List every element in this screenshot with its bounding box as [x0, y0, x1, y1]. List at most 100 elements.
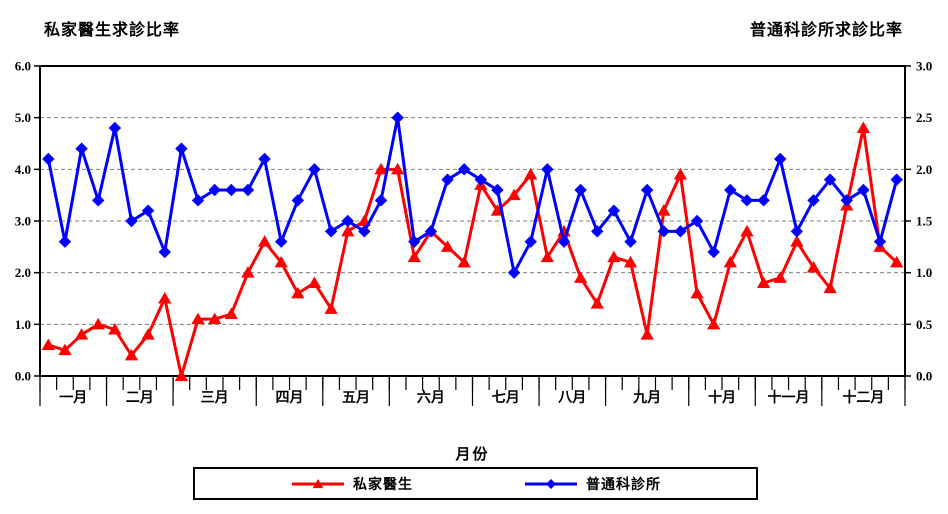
month-label: 十一月 [768, 389, 810, 406]
series-0-line [41, 121, 904, 382]
series-1-line [42, 111, 903, 279]
right-axis-tick-label: 3.0 [916, 59, 932, 74]
diamond-marker [457, 163, 471, 176]
triangle-marker [573, 271, 588, 283]
diamond-marker [740, 194, 754, 207]
diamond-marker [807, 194, 820, 207]
x-axis: 一月 二月 三月 四月 五月 六月 七月 八月 九月 十月 十一月 十二月 [39, 376, 906, 406]
diamond-marker [208, 183, 221, 197]
legend-label-gov-clinics: 普通科診所 [586, 477, 661, 493]
diamond-marker [175, 142, 188, 155]
diamond-marker [823, 173, 837, 186]
diamond-marker [757, 194, 770, 207]
left-axis-tick-label: 4.0 [15, 162, 31, 177]
diamond-marker [258, 152, 271, 166]
diamond-marker [840, 194, 853, 207]
diamond-marker [640, 183, 654, 197]
triangle-marker [623, 255, 638, 268]
diamond-marker [58, 235, 72, 248]
diamond-marker [75, 142, 88, 155]
diamond-marker [424, 225, 438, 238]
triangle-marker [141, 328, 155, 340]
triangle-marker [307, 276, 322, 289]
month-label: 十月 [708, 389, 736, 406]
triangle-marker [657, 204, 671, 216]
diamond-marker [341, 214, 354, 228]
triangle-marker [823, 281, 837, 294]
month-label: 四月 [276, 390, 304, 406]
triangle-marker [457, 255, 471, 268]
triangle-marker [74, 328, 89, 340]
diamond-marker [274, 235, 288, 248]
diamond-marker [524, 235, 537, 248]
triangle-marker [690, 286, 704, 299]
diamond-marker [541, 163, 554, 176]
triangle-marker [806, 260, 821, 273]
diamond-marker [857, 183, 870, 197]
left-axis-title: 私家醫生求診比率 [44, 22, 181, 39]
triangle-marker [257, 235, 272, 247]
month-label: 六月 [417, 389, 445, 406]
triangle-marker [208, 312, 222, 325]
triangle-marker [507, 188, 521, 201]
diamond-marker [108, 121, 122, 135]
triangle-marker [241, 266, 255, 278]
diamond-marker [724, 183, 737, 197]
diamond-marker [873, 235, 887, 248]
diamond-marker [774, 152, 787, 166]
triangle-marker [108, 322, 122, 335]
diamond-marker [507, 266, 521, 279]
diamond-marker [474, 173, 488, 186]
right-axis: 0.0 0.5 1.0 1.5 2.0 2.5 3.0 [905, 59, 933, 384]
diamond-marker [441, 173, 454, 186]
triangle-marker [274, 255, 288, 268]
triangle-marker [440, 240, 455, 252]
triangle-marker [524, 167, 538, 180]
diamond-marker [308, 163, 321, 176]
diamond-marker [591, 225, 604, 238]
legend: 私家醫生 普通科診所 [193, 467, 758, 500]
diamond-marker [141, 204, 155, 217]
triangle-marker [174, 369, 189, 382]
triangle-marker [324, 302, 338, 314]
triangle-marker [158, 291, 172, 304]
triangle-marker [773, 271, 787, 283]
diamond-marker [225, 183, 238, 197]
diamond-marker [291, 194, 305, 207]
left-axis-tick-label: 5.0 [15, 110, 31, 125]
month-label: 五月 [342, 390, 370, 406]
triangle-marker [640, 328, 654, 340]
right-axis-tick-label: 1.0 [916, 265, 932, 280]
triangle-marker [590, 297, 604, 309]
diamond-marker [374, 194, 388, 207]
triangle-marker [790, 235, 804, 247]
diamond-marker [690, 214, 704, 228]
triangle-marker [124, 348, 139, 361]
diamond-marker [491, 183, 504, 197]
right-axis-tick-label: 2.0 [916, 162, 932, 177]
triangle-marker [607, 250, 621, 263]
diamond-marker [324, 225, 338, 238]
left-axis-tick-label: 0.0 [15, 369, 31, 384]
diamond-marker [241, 183, 255, 197]
triangle-marker [41, 338, 55, 351]
triangle-marker [673, 167, 688, 180]
triangle-marker [391, 162, 405, 175]
triangle-marker [856, 121, 871, 134]
left-axis: 0.0 1.0 2.0 3.0 4.0 5.0 6.0 [15, 59, 40, 384]
diamond-marker [574, 183, 587, 197]
month-label: 二月 [126, 390, 154, 406]
triangle-marker [740, 224, 754, 237]
triangle-marker [540, 250, 554, 263]
diamond-marker [707, 245, 720, 259]
month-label: 七月 [492, 390, 520, 406]
diamond-marker [191, 194, 205, 207]
diamond-marker [358, 225, 371, 238]
right-axis-tick-label: 2.5 [916, 110, 933, 125]
diamond-marker [624, 235, 637, 248]
right-axis-tick-label: 1.5 [916, 214, 933, 229]
triangle-marker [91, 317, 105, 330]
triangle-marker [890, 255, 904, 268]
legend-marker-diamond-icon [525, 478, 577, 489]
